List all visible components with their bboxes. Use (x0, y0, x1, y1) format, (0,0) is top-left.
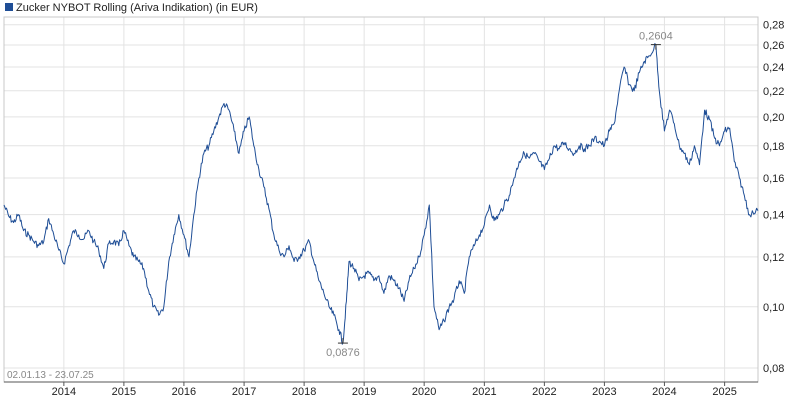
chart-title: Zucker NYBOT Rolling (Ariva Indikation) … (16, 2, 258, 14)
x-tick-label: 2021 (472, 386, 496, 398)
x-tick-label: 2022 (532, 386, 556, 398)
min-label: 0,0876 (326, 347, 360, 359)
y-axis: 0,08 0,10 0,12 0,14 0,16 0,18 0,20 0,22 0,24 0,26… (763, 20, 784, 375)
annotation-layer: 0,2604 0,0876 (326, 31, 673, 359)
x-axis: 2014 2015 2016 2017 2018 2019 2020 2021 2022 2023… (52, 382, 737, 398)
series-line (3, 43, 759, 345)
y-tick-label: 0,18 (763, 141, 784, 153)
x-tick-label: 2017 (232, 386, 256, 398)
legend-swatch (5, 3, 13, 11)
y-tick-label: 0,28 (763, 20, 784, 32)
y-tick-label: 0,16 (763, 173, 784, 185)
y-tick-label: 0,26 (763, 40, 784, 52)
y-tick-label: 0,10 (763, 302, 784, 314)
x-tick-label: 2015 (112, 386, 136, 398)
x-tick-label: 2018 (292, 386, 316, 398)
y-tick-label: 0,22 (763, 86, 784, 98)
x-tick-label: 2025 (712, 386, 736, 398)
x-tick-label: 2014 (52, 386, 76, 398)
grid (4, 17, 758, 382)
x-tick-label: 2016 (172, 386, 196, 398)
y-tick-label: 0,24 (763, 62, 784, 74)
y-tick-label: 0,14 (763, 210, 784, 222)
x-tick-label: 2024 (652, 386, 676, 398)
x-tick-label: 2020 (412, 386, 436, 398)
x-tick-label: 2019 (352, 386, 376, 398)
y-tick-label: 0,08 (763, 363, 784, 375)
x-tick-label: 2023 (592, 386, 616, 398)
y-tick-label: 0,12 (763, 252, 784, 264)
y-tick-label: 0,20 (763, 112, 784, 124)
series-layer (3, 43, 759, 345)
date-range-label: 02.01.13 - 23.07.25 (7, 370, 94, 381)
max-label: 0,2604 (639, 31, 673, 43)
